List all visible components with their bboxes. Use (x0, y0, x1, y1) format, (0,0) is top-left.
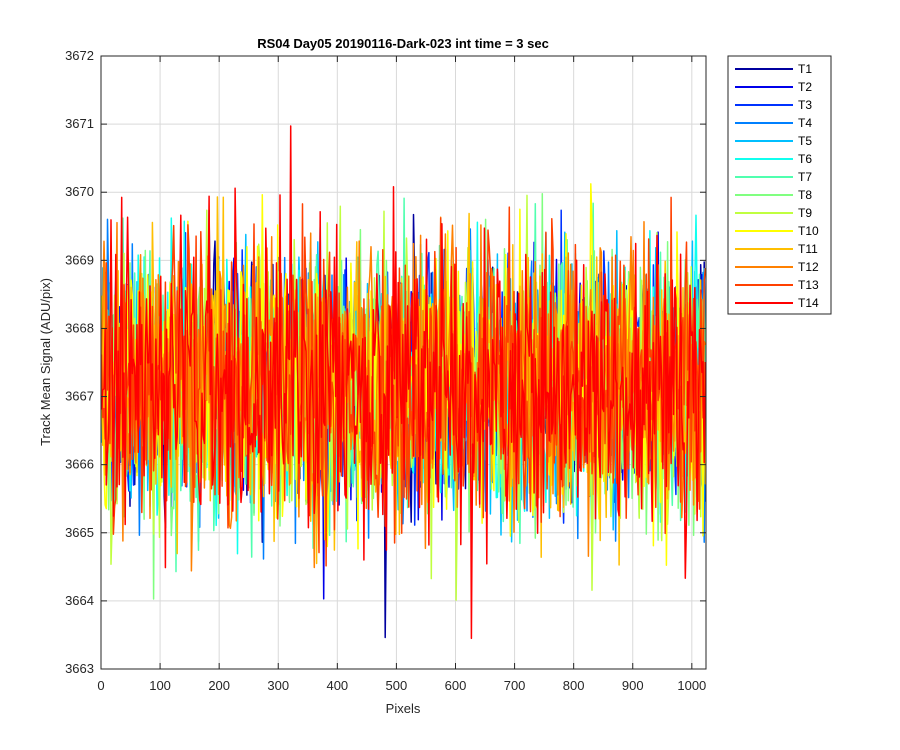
legend: T1 T2 T3 T4 T5 T6 T7 T8 T9 T10 T11 T12 T13 T14 (727, 55, 832, 315)
legend-label-t3: T3 (798, 98, 812, 112)
x-tick-label: 800 (563, 678, 585, 693)
series-line-t14 (100, 125, 707, 640)
legend-label-t10: T10 (798, 224, 819, 238)
legend-label-t6: T6 (798, 152, 812, 166)
x-tick-label: 900 (622, 678, 644, 693)
chart-title: RS04 Day05 20190116-Dark-023 int time = … (257, 36, 549, 51)
legend-label-t2: T2 (798, 80, 812, 94)
x-tick-label: 0 (97, 678, 104, 693)
plot-area (100, 55, 707, 670)
legend-label-t12: T12 (798, 260, 819, 274)
legend-label-t11: T11 (798, 242, 818, 256)
y-axis-label: Track Mean Signal (ADU/pix) (38, 278, 53, 446)
legend-label-t13: T13 (798, 278, 819, 292)
x-tick-label: 100 (149, 678, 171, 693)
legend-label-t8: T8 (798, 188, 812, 202)
x-tick-label: 600 (445, 678, 467, 693)
x-tick-label: 400 (326, 678, 348, 693)
legend-label-t7: T7 (798, 170, 812, 184)
x-tick-label: 700 (504, 678, 526, 693)
y-tick-label: 3669 (65, 252, 94, 267)
y-tick-label: 3672 (65, 48, 94, 63)
y-tick-label: 3668 (65, 320, 94, 335)
x-tick-label: 1000 (677, 678, 706, 693)
y-tick-label: 3663 (65, 661, 94, 676)
x-tick-label: 300 (267, 678, 289, 693)
x-axis-label: Pixels (386, 701, 421, 716)
y-tick-label: 3666 (65, 457, 94, 472)
y-tick-label: 3665 (65, 525, 94, 540)
y-tick-label: 3671 (65, 116, 94, 131)
legend-box (727, 55, 832, 315)
y-tick-label: 3664 (65, 593, 94, 608)
legend-label-t4: T4 (798, 116, 812, 130)
legend-label-t1: T1 (798, 62, 812, 76)
series-lines (100, 125, 707, 640)
legend-label-t14: T14 (798, 296, 819, 310)
y-tick-label: 3667 (65, 389, 94, 404)
x-tick-label: 500 (386, 678, 408, 693)
y-tick-label: 3670 (65, 184, 94, 199)
axis-ticks: 0 100 200 300 400 500 600 700 800 900 1000 3663 3664… (65, 48, 706, 693)
x-tick-label: 200 (208, 678, 230, 693)
legend-label-t9: T9 (798, 206, 812, 220)
legend-label-t5: T5 (798, 134, 812, 148)
